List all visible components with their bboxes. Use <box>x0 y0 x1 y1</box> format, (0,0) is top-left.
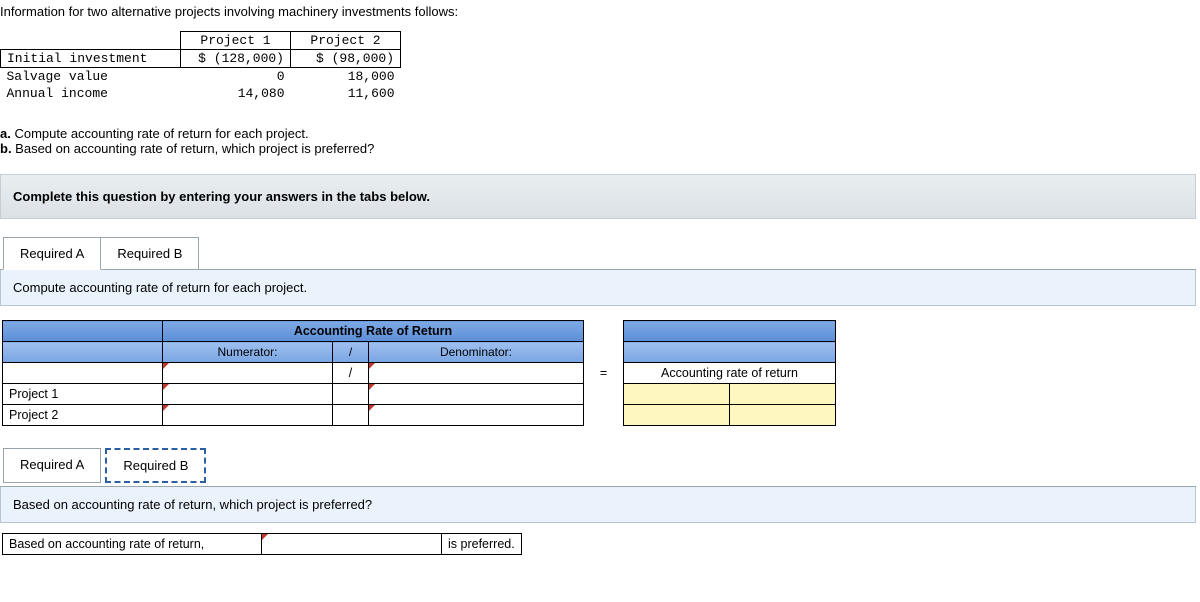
col-hdr-project1: Project 1 <box>181 32 291 50</box>
question-b-text: Based on accounting rate of return, whic… <box>12 141 375 156</box>
col-hdr-project2: Project 2 <box>291 32 401 50</box>
row-val-salvage-p2: 18,000 <box>291 68 401 86</box>
nav-required-a[interactable]: Required A <box>3 448 101 483</box>
partb-dropdown[interactable] <box>262 533 442 555</box>
ws-output-p2-a <box>624 405 730 426</box>
nav-required-b[interactable]: Required B <box>105 448 206 483</box>
ws-sub-numerator: Numerator: <box>163 342 333 363</box>
ws-input-denom-p2[interactable] <box>369 405 584 426</box>
ws-output-p1-b <box>730 384 836 405</box>
tab-required-a[interactable]: Required A <box>3 237 101 270</box>
section-a-title: Compute accounting rate of return for ea… <box>0 270 1196 306</box>
ws-eq-header: = <box>584 363 624 384</box>
row-label-initial: Initial investment <box>1 50 181 68</box>
row-val-initial-p1: $ (128,000) <box>181 50 291 68</box>
ws-output-p1-a <box>624 384 730 405</box>
tab-required-b[interactable]: Required B <box>100 237 199 270</box>
nav-buttons: Required A Required B <box>3 448 1200 483</box>
intro-text: Information for two alternative projects… <box>0 0 1200 31</box>
ws-slash-header: / <box>333 363 369 384</box>
row-label-income: Annual income <box>1 85 181 102</box>
partb-row: Based on accounting rate of return, is p… <box>2 533 1200 555</box>
ws-input-denom-p1[interactable] <box>369 384 584 405</box>
row-val-salvage-p1: 0 <box>181 68 291 86</box>
instruction-banner: Complete this question by entering your … <box>0 174 1196 219</box>
ws-hdr-main: Accounting Rate of Return <box>163 321 584 342</box>
ws-row-project1: Project 1 <box>3 384 163 405</box>
ws-hdr-blank <box>3 321 163 342</box>
row-val-income-p2: 11,600 <box>291 85 401 102</box>
row-val-initial-p2: $ (98,000) <box>291 50 401 68</box>
ws-input-num-p2[interactable] <box>163 405 333 426</box>
ws-label-row-blank <box>3 363 163 384</box>
ws-input-denom-header[interactable] <box>369 363 584 384</box>
ws-answer-label: Accounting rate of return <box>624 363 836 384</box>
project-data-table: Project 1 Project 2 Initial investment $… <box>0 31 401 102</box>
row-label-salvage: Salvage value <box>1 68 181 86</box>
ws-row-project2: Project 2 <box>3 405 163 426</box>
ws-hdr-ans-blank <box>624 321 836 342</box>
question-b-prefix: b. <box>0 141 12 156</box>
ws-input-num-header[interactable] <box>163 363 333 384</box>
row-val-income-p1: 14,080 <box>181 85 291 102</box>
ws-sub-denominator: Denominator: <box>369 342 584 363</box>
question-list: a. Compute accounting rate of return for… <box>0 126 1200 156</box>
question-a-prefix: a. <box>0 126 11 141</box>
ws-output-p2-b <box>730 405 836 426</box>
worksheet-table: Accounting Rate of Return Numerator: / D… <box>2 320 836 426</box>
partb-tail: is preferred. <box>442 533 522 555</box>
tabs: Required A Required B <box>3 237 1200 270</box>
ws-sub-slash: / <box>333 342 369 363</box>
ws-input-num-p1[interactable] <box>163 384 333 405</box>
section-b-title: Based on accounting rate of return, whic… <box>0 487 1196 523</box>
question-a-text: Compute accounting rate of return for ea… <box>11 126 309 141</box>
partb-lead: Based on accounting rate of return, <box>2 533 262 555</box>
